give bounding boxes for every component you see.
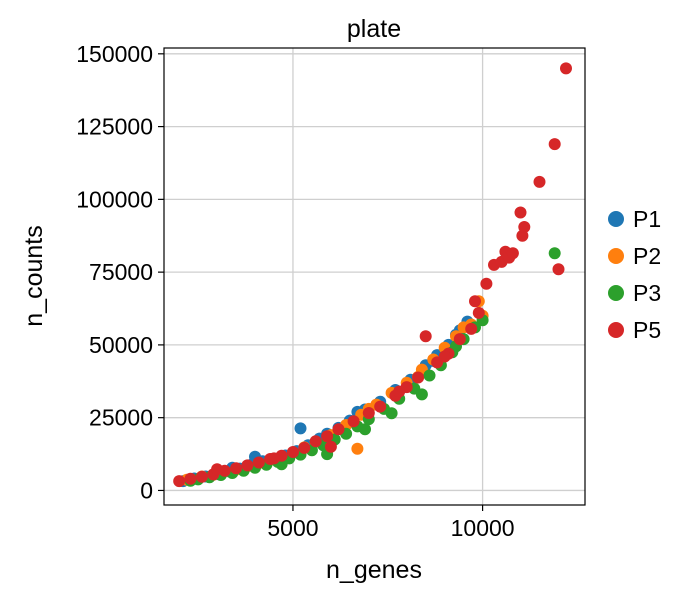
- x-tick-label: 5000: [267, 515, 318, 541]
- legend-marker-p5: [608, 322, 624, 338]
- data-point-p5: [173, 475, 186, 488]
- data-point-p3: [423, 369, 436, 382]
- grid-lines: [164, 48, 585, 505]
- legend-marker-p2: [608, 248, 624, 264]
- data-point-p5: [465, 322, 478, 335]
- data-point-p5: [552, 263, 565, 276]
- data-point-p5: [252, 456, 265, 469]
- data-point-p5: [480, 277, 493, 290]
- y-tick-label: 100000: [76, 186, 153, 212]
- chart-title: plate: [347, 15, 401, 43]
- legend-label-p1: P1: [633, 206, 661, 232]
- x-axis-label: n_genes: [326, 556, 422, 584]
- data-point-p3: [359, 423, 371, 436]
- data-point-p5: [506, 247, 519, 260]
- data-point-p5: [184, 472, 197, 485]
- data-point-p5: [309, 435, 322, 448]
- data-point-p5: [347, 415, 360, 428]
- data-point-p5: [298, 441, 311, 454]
- y-axis-label: n_counts: [20, 225, 48, 326]
- legend-label-p2: P2: [633, 243, 661, 269]
- data-point-p2: [351, 442, 364, 455]
- data-point-p3: [385, 407, 398, 420]
- x-tick-label: 10000: [451, 515, 515, 541]
- y-tick-label: 125000: [76, 114, 153, 140]
- legend: P1 P2 P3 P5: [608, 206, 661, 343]
- data-point-p5: [211, 463, 224, 476]
- data-point-p5: [453, 333, 466, 346]
- data-point-p5: [419, 330, 432, 343]
- y-tick-label: 50000: [89, 332, 153, 358]
- y-tick-label: 75000: [89, 259, 153, 285]
- data-point-p5: [321, 430, 334, 443]
- data-point-p5: [195, 470, 208, 483]
- data-point-p5: [268, 452, 280, 465]
- data-point-p1: [294, 422, 307, 435]
- data-point-p5: [362, 407, 375, 419]
- data-point-p5: [560, 62, 572, 75]
- data-point-p5: [374, 400, 387, 413]
- data-point-p3: [548, 247, 561, 260]
- data-point-p5: [332, 423, 345, 436]
- data-point-p5: [393, 385, 406, 398]
- data-point-p5: [324, 440, 337, 453]
- data-point-p5: [514, 206, 527, 219]
- data-points: [173, 62, 572, 488]
- data-point-p5: [533, 175, 546, 188]
- data-point-p3: [415, 388, 428, 401]
- data-point-p5: [469, 295, 481, 308]
- legend-marker-p3: [608, 285, 624, 301]
- data-point-p5: [412, 371, 425, 384]
- legend-label-p5: P5: [633, 317, 661, 343]
- data-point-p5: [472, 306, 485, 319]
- data-point-p5: [438, 350, 451, 363]
- legend-marker-p1: [608, 211, 624, 227]
- data-point-p5: [230, 462, 243, 475]
- y-tick-label: 25000: [89, 405, 153, 431]
- data-point-p5: [548, 138, 561, 151]
- plot-frame: [163, 47, 586, 506]
- y-tick-label: 0: [140, 477, 153, 503]
- legend-label-p3: P3: [633, 280, 661, 306]
- axis-ticks: 5000 100000250005000075000100000125000150…: [76, 41, 514, 541]
- data-point-p5: [287, 446, 299, 458]
- y-tick-label: 150000: [76, 41, 153, 67]
- data-point-p5: [518, 221, 531, 233]
- data-point-p5: [241, 459, 254, 472]
